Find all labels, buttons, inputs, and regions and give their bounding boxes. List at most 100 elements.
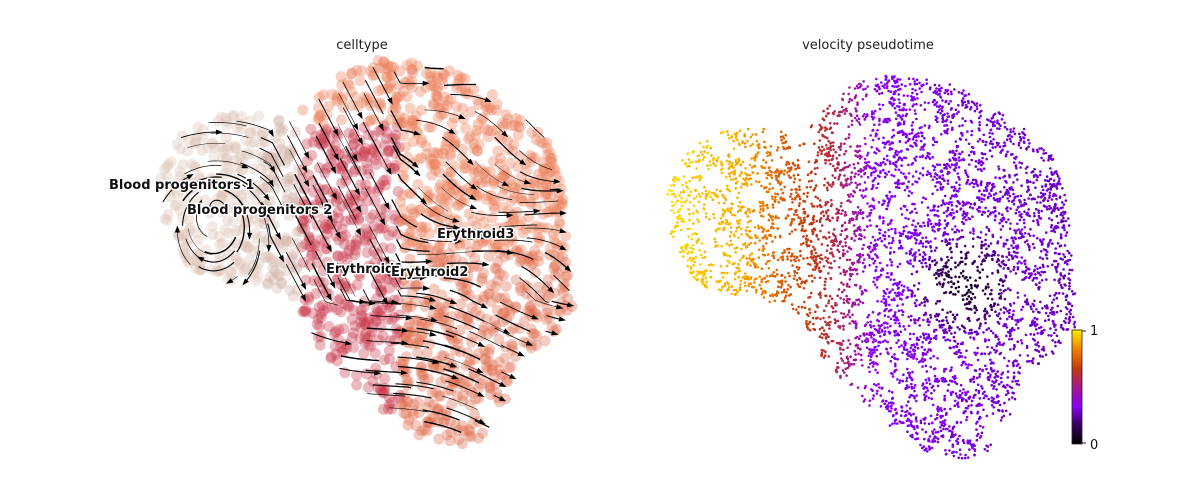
pseudotime-point: [740, 233, 743, 236]
pseudotime-point: [921, 265, 924, 269]
pseudotime-point: [949, 197, 952, 200]
cell-point: [551, 223, 562, 235]
pseudotime-point: [707, 263, 711, 267]
pseudotime-point: [954, 225, 957, 228]
cell-point: [488, 155, 499, 167]
pseudotime-point: [1012, 246, 1015, 250]
pseudotime-point: [889, 324, 892, 328]
pseudotime-point: [846, 313, 850, 317]
cell-point: [212, 115, 224, 127]
pseudotime-point: [844, 228, 847, 232]
pseudotime-point: [883, 175, 887, 179]
cell-point: [240, 262, 252, 274]
pseudotime-point: [886, 326, 889, 329]
cell-point: [300, 238, 312, 250]
streamline-arrowhead: [355, 205, 362, 213]
pseudotime-point: [783, 249, 786, 252]
pseudotime-point: [754, 291, 758, 294]
pseudotime-point: [713, 237, 717, 241]
pseudotime-point: [710, 191, 714, 195]
streamline: [390, 110, 418, 135]
streamline: [204, 236, 237, 255]
cell-point: [356, 165, 368, 177]
cell-point: [472, 166, 484, 178]
cell-point: [503, 236, 515, 248]
pseudotime-point: [914, 89, 917, 92]
pseudotime-point: [816, 205, 819, 208]
pseudotime-point: [936, 116, 939, 120]
pseudotime-point: [882, 295, 885, 298]
streamline-arrowhead: [452, 224, 461, 230]
cell-point: [514, 150, 526, 162]
cell-point: [368, 209, 379, 221]
cell-point: [484, 379, 496, 391]
cell-point: [332, 265, 344, 277]
pseudotime-point: [884, 292, 887, 295]
cell-point: [462, 270, 474, 282]
pseudotime-point: [913, 228, 916, 232]
cell-point: [423, 228, 435, 240]
pseudotime-point: [945, 124, 949, 127]
pseudotime-point: [849, 268, 852, 272]
cell-point: [494, 268, 506, 280]
pseudotime-point: [836, 294, 839, 298]
pseudotime-point: [975, 107, 979, 111]
cell-point: [305, 241, 317, 253]
streamline-arrowhead: [374, 370, 382, 376]
pseudotime-point: [900, 164, 903, 167]
cell-point: [373, 222, 385, 234]
cell-point: [539, 335, 551, 347]
pseudotime-point: [840, 224, 844, 228]
pseudotime-point: [789, 259, 793, 262]
cell-point: [523, 252, 535, 264]
cell-point: [415, 152, 427, 164]
pseudotime-point: [673, 211, 676, 215]
pseudotime-point: [979, 183, 983, 186]
pseudotime-point: [844, 137, 848, 141]
pseudotime-point: [874, 176, 877, 180]
velocity-streamlines: [162, 66, 575, 433]
pseudotime-point: [937, 214, 940, 218]
pseudotime-point: [996, 375, 1000, 378]
pseudotime-point: [914, 416, 918, 419]
pseudotime-point: [951, 451, 954, 455]
pseudotime-point: [961, 134, 964, 137]
cell-point: [259, 251, 271, 263]
cell-point: [410, 280, 422, 292]
cell-point: [313, 301, 325, 313]
cell-point: [483, 288, 495, 300]
pseudotime-point: [826, 214, 830, 218]
cell-point: [260, 183, 272, 194]
pseudotime-point: [1041, 355, 1044, 358]
cell-point: [549, 260, 561, 272]
pseudotime-point: [1003, 141, 1006, 145]
cell-point: [483, 250, 495, 262]
pseudotime-point: [733, 234, 736, 238]
pseudotime-point: [903, 102, 906, 106]
pseudotime-point: [886, 223, 890, 226]
streamline: [521, 187, 560, 192]
pseudotime-point: [882, 157, 886, 161]
pseudotime-point: [990, 189, 993, 193]
pseudotime-point: [692, 204, 696, 207]
pseudotime-point: [853, 87, 857, 90]
cell-point: [515, 285, 527, 297]
cell-point: [394, 65, 406, 77]
pseudotime-point: [964, 363, 968, 366]
cell-point: [298, 208, 310, 220]
pseudotime-point: [807, 322, 810, 326]
pseudotime-point: [847, 309, 851, 312]
cell-point: [525, 300, 537, 312]
pseudotime-point: [1067, 317, 1071, 321]
cell-point: [444, 214, 456, 226]
cell-point: [362, 333, 373, 345]
pseudotime-point: [1064, 199, 1068, 202]
streamline: [337, 277, 363, 303]
pseudotime-point: [1059, 283, 1063, 287]
cell-point: [431, 72, 443, 84]
cell-point: [355, 316, 367, 328]
pseudotime-point: [862, 80, 865, 83]
cell-point: [304, 232, 316, 244]
pseudotime-point: [834, 150, 837, 154]
streamline-arrowhead: [564, 265, 572, 272]
